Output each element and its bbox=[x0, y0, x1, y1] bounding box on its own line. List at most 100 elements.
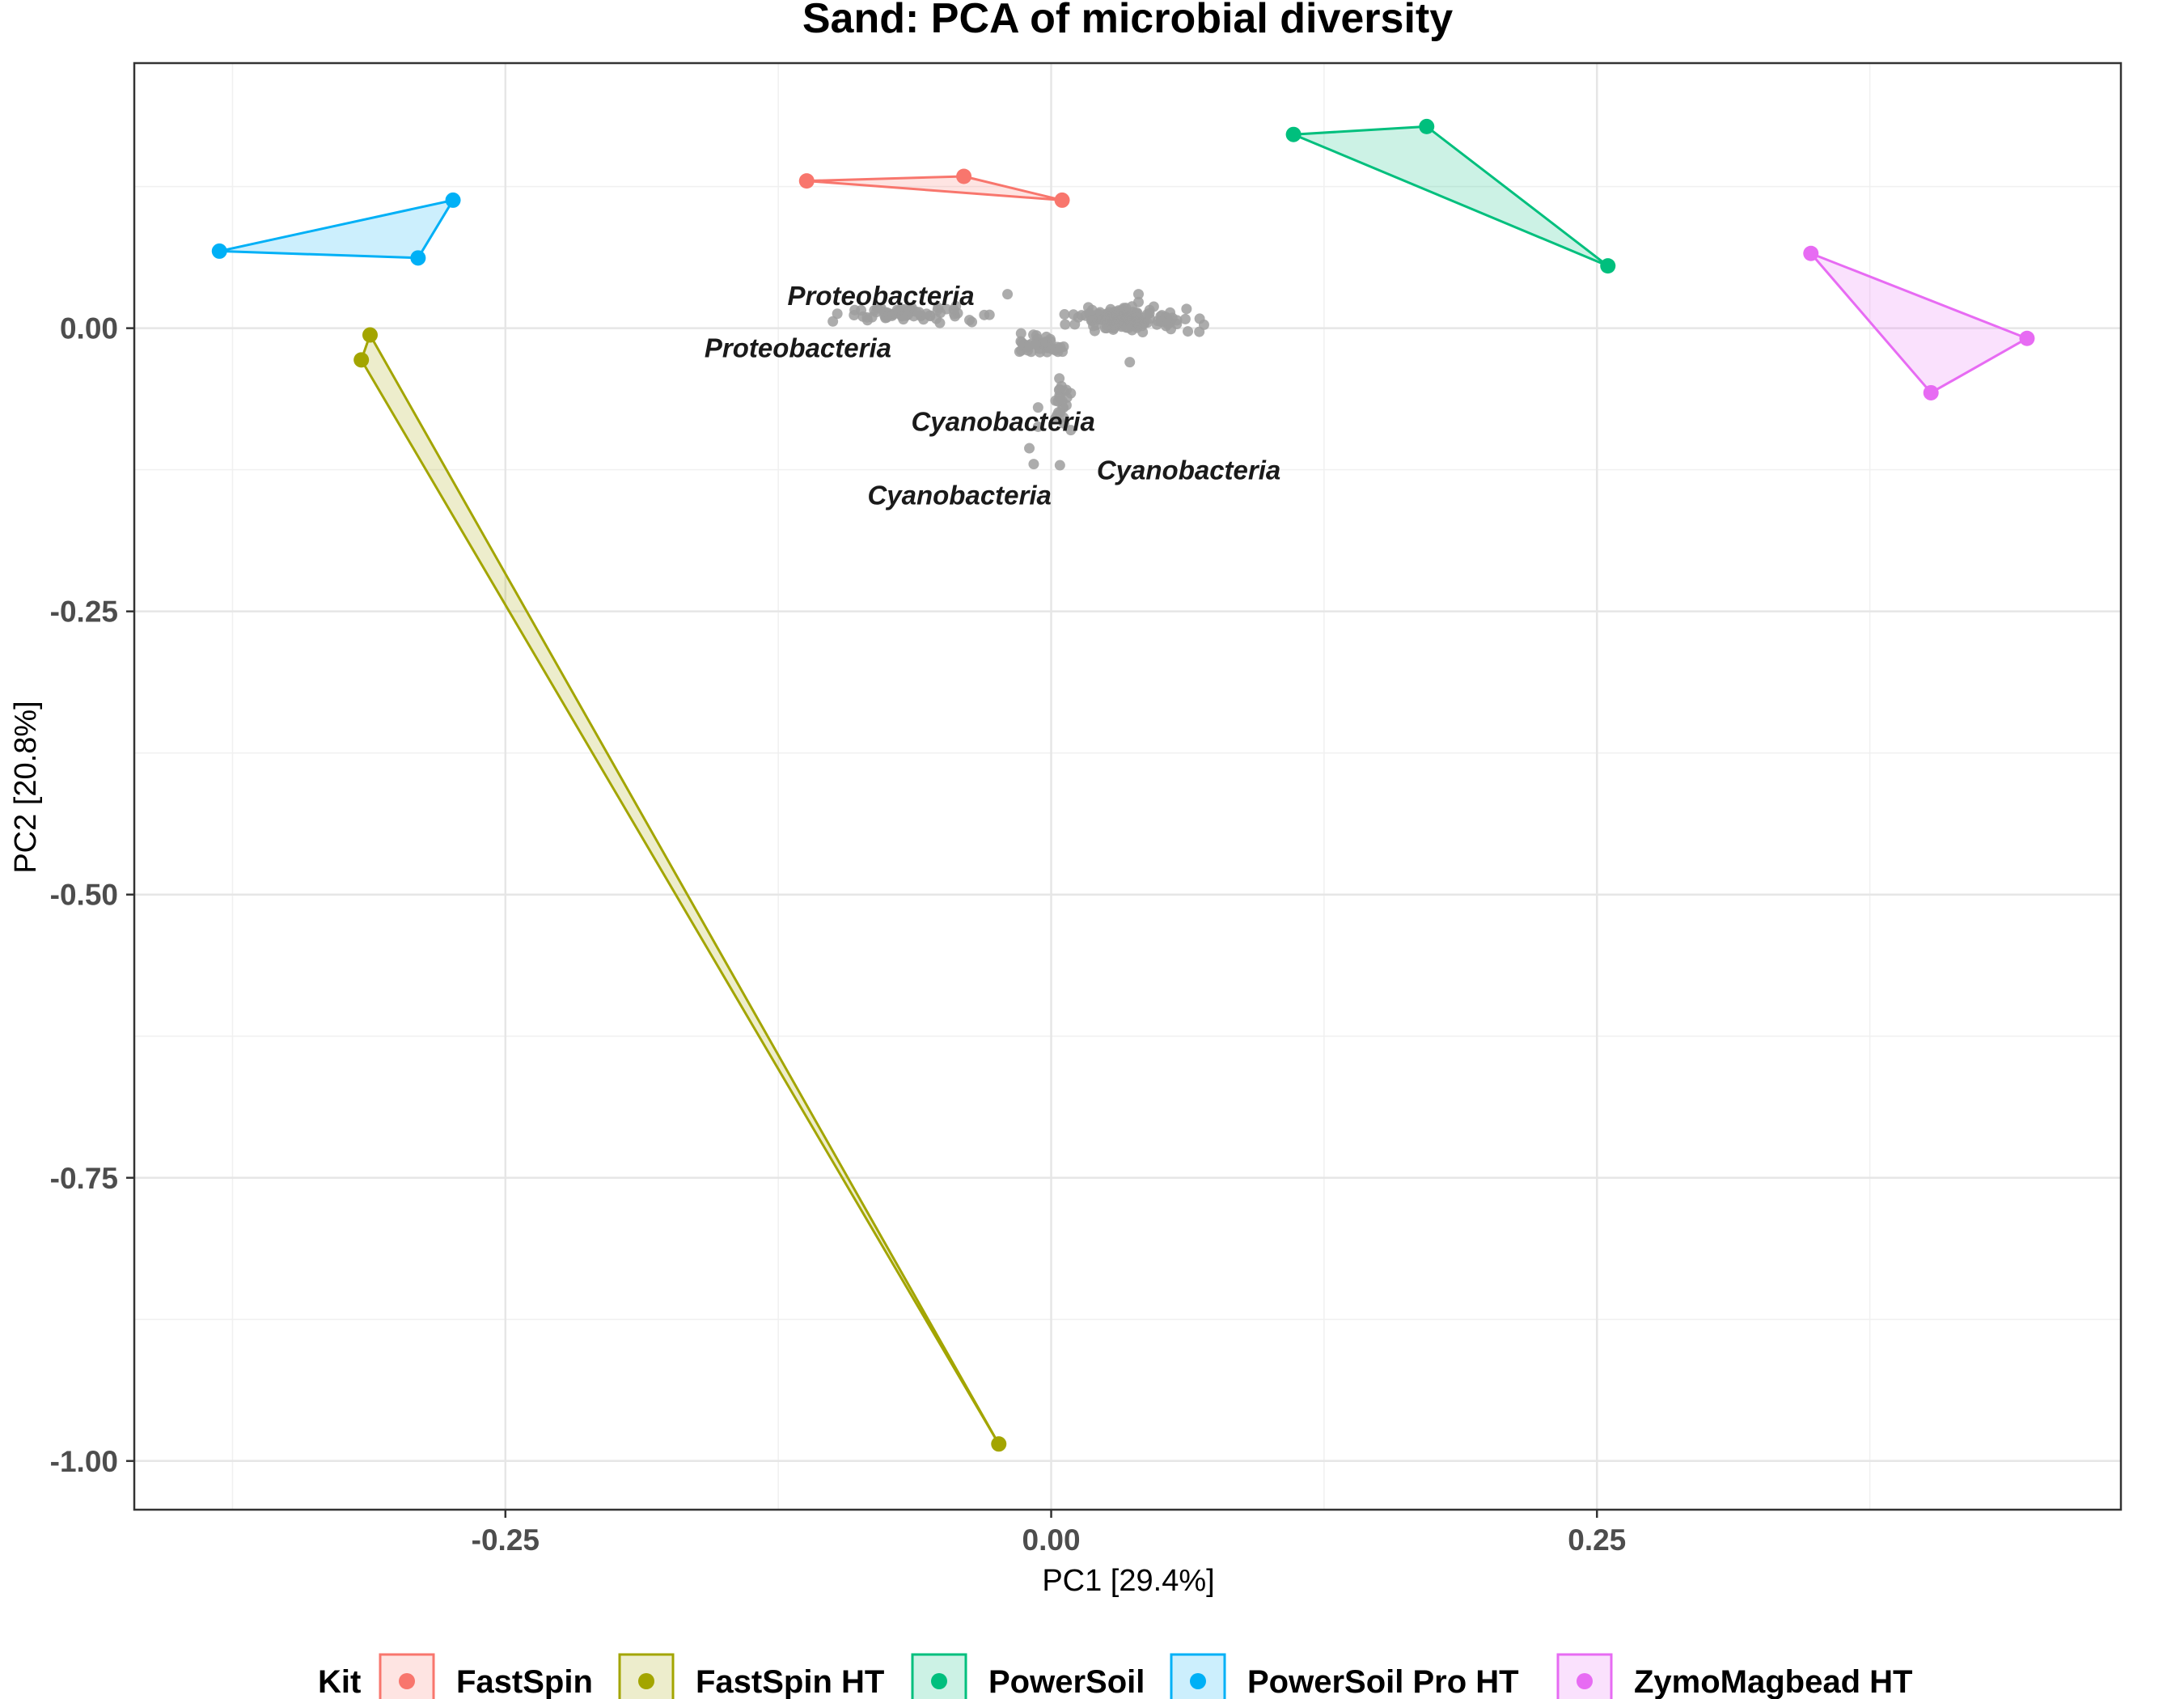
hull-powersoil-pro-ht bbox=[218, 198, 455, 260]
taxon-point bbox=[1032, 421, 1043, 432]
taxon-point bbox=[849, 304, 861, 316]
taxon-point bbox=[1032, 402, 1043, 413]
taxon-point bbox=[1015, 328, 1026, 339]
legend-label: PowerSoil bbox=[988, 1664, 1145, 1699]
taxon-point bbox=[1198, 319, 1209, 330]
sample-point-zymomagbead-ht bbox=[1803, 245, 1819, 261]
taxon-label: Cyanobacteria bbox=[867, 480, 1051, 510]
taxon-point bbox=[1089, 325, 1100, 337]
taxon-point bbox=[1054, 392, 1065, 403]
sample-point-fastspin-ht bbox=[991, 1436, 1007, 1452]
taxon-point bbox=[1118, 303, 1129, 314]
taxon-point bbox=[1183, 326, 1194, 337]
taxon-point bbox=[1068, 309, 1079, 320]
taxon-point bbox=[1181, 303, 1192, 315]
taxon-point bbox=[932, 304, 943, 316]
taxon-point bbox=[1059, 418, 1070, 430]
taxon-point bbox=[1060, 319, 1071, 330]
taxon-point bbox=[948, 304, 959, 316]
x-tick-label: 0.25 bbox=[1568, 1523, 1626, 1557]
taxon-point bbox=[1105, 321, 1116, 333]
taxon-point bbox=[1060, 400, 1072, 411]
taxa-labels: Proteobacteria Proteobacteria Cyanobacteri… bbox=[705, 281, 1280, 510]
y-tick-label: -0.25 bbox=[50, 595, 118, 629]
sample-point-fastspin bbox=[1054, 192, 1070, 208]
hull-fastspin-ht bbox=[360, 333, 1001, 1446]
taxon-point bbox=[1054, 373, 1065, 384]
taxon-point bbox=[827, 316, 839, 327]
grid-lines bbox=[134, 63, 2121, 1510]
taxon-point bbox=[913, 307, 925, 318]
taxon-label: Proteobacteria bbox=[787, 281, 974, 311]
taxon-point bbox=[902, 309, 913, 320]
legend-key-point bbox=[931, 1673, 947, 1689]
group-hulls bbox=[218, 125, 2029, 1446]
x-tick-label: -0.25 bbox=[472, 1523, 540, 1557]
sample-point-powersoil-pro-ht bbox=[410, 250, 426, 266]
taxon-point bbox=[1166, 324, 1177, 335]
x-axis-title: PC1 [29.4%] bbox=[1042, 1564, 1214, 1598]
sample-point-zymomagbead-ht bbox=[1923, 384, 1939, 400]
legend-key-point bbox=[1190, 1673, 1206, 1689]
taxon-point bbox=[1148, 301, 1159, 312]
legend-label: FastSpin bbox=[456, 1664, 593, 1699]
sample-point-powersoil bbox=[1285, 126, 1302, 142]
taxon-point bbox=[1030, 339, 1041, 350]
taxon-point bbox=[832, 308, 843, 320]
legend-key-point bbox=[638, 1673, 654, 1689]
taxon-point bbox=[1028, 329, 1039, 341]
taxon-point bbox=[878, 306, 890, 317]
sample-point-fastspin-ht bbox=[362, 327, 378, 343]
taxon-point bbox=[1054, 460, 1065, 471]
sample-point-zymomagbead-ht bbox=[2019, 330, 2035, 346]
taxon-point bbox=[1054, 408, 1065, 419]
taxon-point bbox=[1132, 289, 1144, 300]
taxon-point bbox=[1132, 296, 1144, 307]
sample-point-fastspin bbox=[956, 168, 972, 184]
legend-label: PowerSoil Pro HT bbox=[1247, 1664, 1519, 1699]
sample-point-fastspin-ht bbox=[353, 352, 370, 368]
y-tick-label: 0.00 bbox=[60, 312, 118, 345]
y-tick-label: -0.50 bbox=[50, 879, 118, 912]
taxon-point bbox=[1141, 317, 1153, 328]
taxon-point bbox=[1028, 459, 1039, 470]
taxon-point bbox=[984, 309, 995, 320]
y-tick-label: -0.75 bbox=[50, 1162, 118, 1195]
axis-ticks: -0.25 0.00 0.25 0.00 -0.25 -0.50 -0.75 -1.00 bbox=[50, 312, 1627, 1557]
hull-powersoil bbox=[1292, 125, 1610, 268]
sample-point-powersoil bbox=[1419, 118, 1435, 134]
taxon-point bbox=[1059, 309, 1070, 320]
legend-label: ZymoMagbead HT bbox=[1634, 1664, 1912, 1699]
legend: Kit FastSpin FastSpin HT PowerSoil PowerSoi… bbox=[318, 1653, 1912, 1699]
taxon-point bbox=[1111, 309, 1123, 320]
legend-key-zymomagbead-ht bbox=[1556, 1653, 1613, 1699]
taxon-point bbox=[1179, 313, 1191, 324]
taxon-label: Cyanobacteria bbox=[911, 406, 1094, 436]
taxon-point bbox=[1092, 314, 1103, 325]
taxa-points bbox=[827, 289, 1209, 471]
taxon-label: Proteobacteria bbox=[705, 333, 891, 362]
taxon-point bbox=[1065, 425, 1077, 436]
x-tick-label: 0.00 bbox=[1022, 1523, 1081, 1557]
taxon-point bbox=[861, 315, 873, 326]
taxon-point bbox=[1002, 289, 1014, 300]
taxon-point bbox=[1171, 315, 1183, 326]
taxon-point bbox=[1124, 357, 1136, 368]
legend-label: FastSpin HT bbox=[696, 1664, 884, 1699]
taxon-point bbox=[925, 310, 936, 321]
legend-key-point bbox=[1577, 1673, 1593, 1689]
taxon-point bbox=[1022, 341, 1033, 353]
hull-zymomagbead-ht bbox=[1809, 252, 2029, 394]
taxon-point bbox=[1155, 316, 1166, 328]
taxon-point bbox=[1024, 443, 1035, 454]
taxon-point bbox=[1132, 316, 1143, 328]
taxon-label: Cyanobacteria bbox=[1097, 455, 1280, 485]
sample-point-powersoil-pro-ht bbox=[211, 243, 227, 259]
taxon-point bbox=[1039, 340, 1051, 351]
taxon-point bbox=[1057, 346, 1069, 358]
taxon-point bbox=[1065, 388, 1077, 399]
taxon-point bbox=[934, 317, 946, 328]
chart-title: Sand: PCA of microbial diversity bbox=[802, 0, 1453, 42]
taxon-point bbox=[887, 310, 898, 321]
